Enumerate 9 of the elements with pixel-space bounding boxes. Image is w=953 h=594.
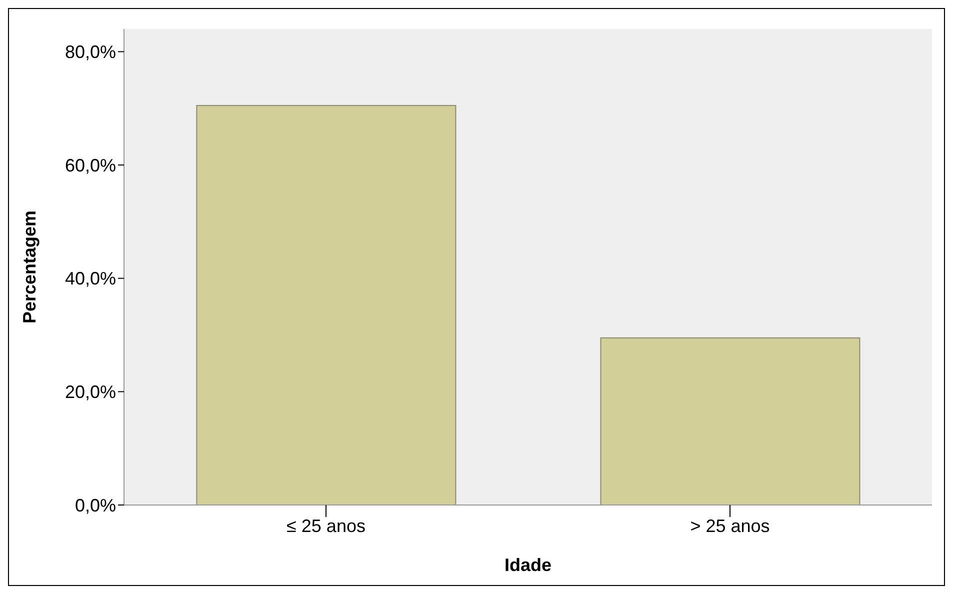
y-tick-label: 40,0%	[64, 268, 116, 289]
y-axis-title: Percentagem	[19, 210, 40, 324]
x-tick-label: > 25 anos	[690, 516, 770, 536]
y-tick-label: 20,0%	[64, 382, 116, 402]
y-tick-label: 60,0%	[64, 155, 116, 176]
x-axis-title: Idade	[504, 555, 552, 575]
x-tick-label: ≤ 25 anos	[286, 516, 366, 536]
y-tick-label: 0,0%	[74, 495, 116, 516]
y-tick-label: 80,0%	[64, 42, 116, 62]
